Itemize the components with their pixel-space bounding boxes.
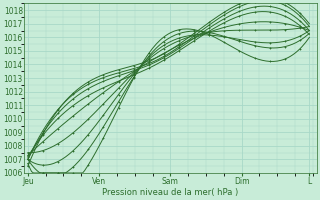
X-axis label: Pression niveau de la mer( hPa ): Pression niveau de la mer( hPa ) [102,188,238,197]
